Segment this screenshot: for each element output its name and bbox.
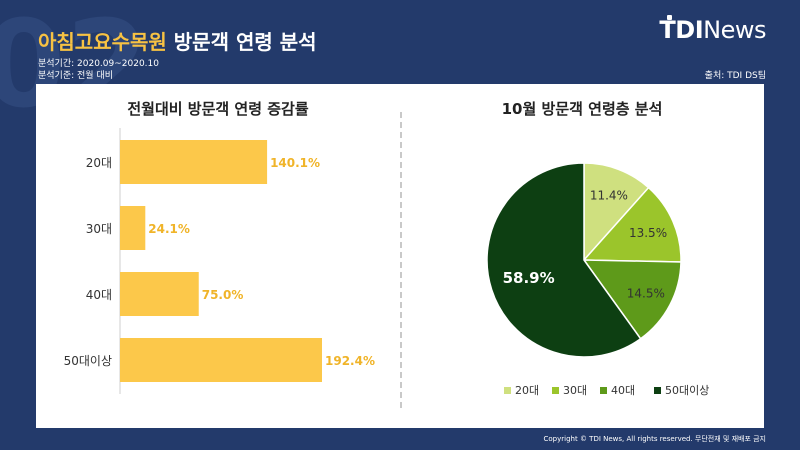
bar-category-label: 20대 xyxy=(86,156,112,170)
bar-2 xyxy=(120,272,199,316)
footer-copyright: Copyright © TDI News, All rights reserve… xyxy=(543,435,766,443)
title-highlight: 아침고요수목원 xyxy=(38,30,167,54)
charts-card: 전월대비 방문객 연령 증감률 10월 방문객 연령층 분석 20대 140.1%… xyxy=(36,84,764,428)
bar-category-label: 50대이상 xyxy=(64,354,112,368)
pie-data-label: 58.9% xyxy=(503,269,555,287)
pie-chart-title: 10월 방문객 연령층 분석 xyxy=(501,100,663,118)
bar-category-label: 40대 xyxy=(86,288,112,302)
title-rest: 방문객 연령 분석 xyxy=(173,30,317,54)
logo-bold-text: TDI xyxy=(659,16,704,44)
pie-slice-2 xyxy=(582,259,682,340)
pie-slice-0 xyxy=(583,162,650,262)
bar-chart: 20대 140.1% 30대 24.1% 40대 75.0% 50대이상 192.4% xyxy=(64,128,375,394)
page-title: 아침고요수목원 방문객 연령 분석 xyxy=(38,26,317,55)
pie-slice-1 xyxy=(582,186,682,263)
bar-data-label: 140.1% xyxy=(270,156,320,170)
pie-data-label: 11.4% xyxy=(590,189,628,203)
bar-data-label: 192.4% xyxy=(325,354,375,368)
legend-label: 30대 xyxy=(563,384,587,397)
pie-data-label: 14.5% xyxy=(627,287,665,301)
bar-1 xyxy=(120,206,146,250)
logo-light-text: News xyxy=(703,16,766,44)
bar-category-label: 30대 xyxy=(86,222,112,236)
legend-swatch xyxy=(504,387,511,394)
bar-data-label: 24.1% xyxy=(148,222,190,236)
legend-label: 50대이상 xyxy=(665,384,709,397)
legend-label: 20대 xyxy=(515,384,539,397)
source-note: 출처: TDI DS팀 xyxy=(704,71,766,81)
brand-logo: TDINews xyxy=(659,16,766,44)
pie-data-label: 13.5% xyxy=(629,226,667,240)
pie-chart: 11.4% 13.5% 14.5% 58.9% 20대 30대 40대 50대이상 xyxy=(486,162,709,397)
logo-dot-icon xyxy=(667,15,672,20)
analysis-period: 분석기간: 2020.09~2020.10 xyxy=(38,59,159,69)
analysis-basis: 분석기준: 전월 대비 xyxy=(38,71,113,81)
bar-chart-title: 전월대비 방문객 연령 증감률 xyxy=(127,100,309,118)
legend-swatch xyxy=(600,387,607,394)
bar-0 xyxy=(120,140,268,184)
pie-slice-3 xyxy=(486,162,642,358)
legend-swatch xyxy=(552,387,559,394)
legend-swatch xyxy=(654,387,661,394)
bar-3 xyxy=(120,338,322,382)
legend-label: 40대 xyxy=(611,384,635,397)
chart-divider xyxy=(400,112,402,408)
analysis-meta: 분석기간: 2020.09~2020.10 분석기준: 전월 대비 xyxy=(38,58,159,82)
bar-data-label: 75.0% xyxy=(202,288,244,302)
